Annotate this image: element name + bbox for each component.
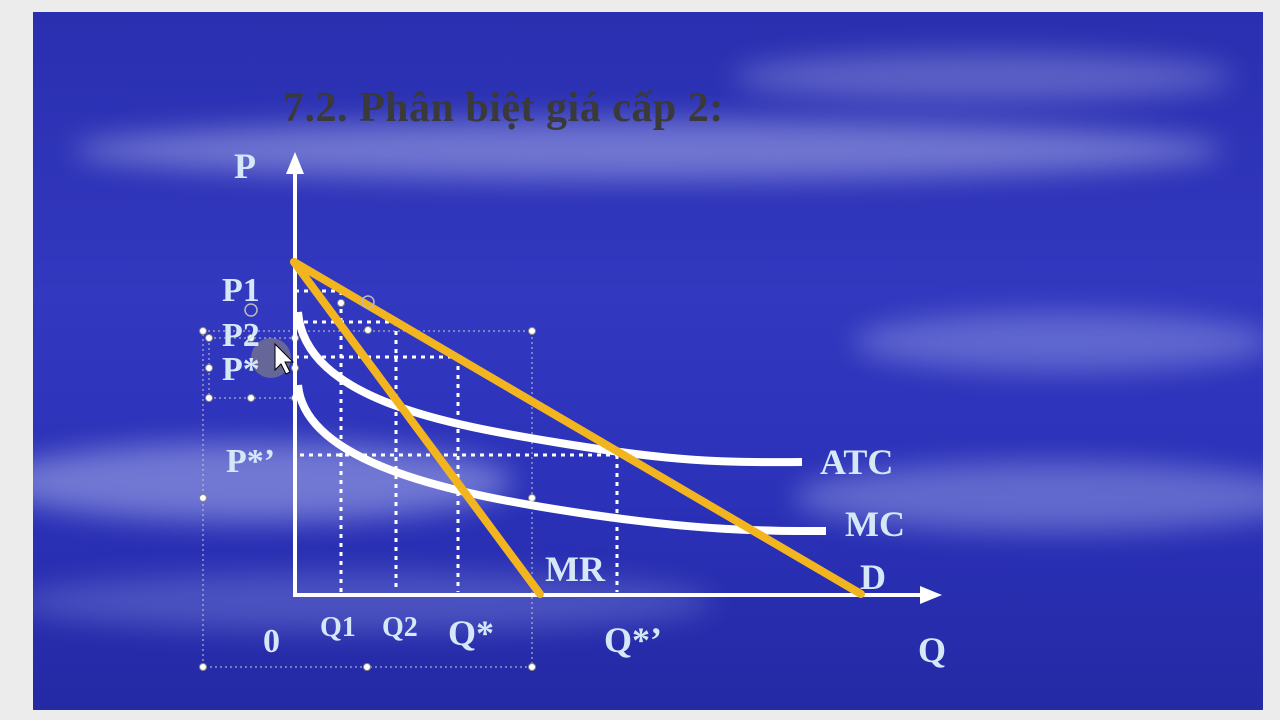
origin-label: 0	[263, 623, 280, 660]
y-axis-label: P	[234, 146, 256, 186]
cursor-and-rotation-handles[interactable]	[244, 295, 375, 378]
quantity-label-q1: Q1	[320, 612, 356, 643]
selection-handles[interactable]	[199, 299, 536, 671]
quantity-labels: Q1 Q2 Q* Q*’	[320, 612, 662, 660]
axes	[293, 170, 925, 597]
price-level-labels: P1 P2 P* P*’	[222, 272, 275, 480]
demand-curve	[290, 258, 865, 598]
mouse-pointer-icon	[274, 342, 295, 375]
demand-label: D	[860, 557, 886, 597]
quantity-label-q-star-prime: Q*’	[604, 620, 662, 660]
cloud-band	[73, 120, 1223, 180]
cloud-band	[793, 462, 1263, 532]
atc-curve	[294, 311, 803, 467]
mr-label: MR	[545, 549, 606, 589]
axis-arrowheads	[286, 152, 942, 604]
price-label-p1: P1	[222, 272, 260, 309]
axis-labels: P Q 0	[234, 146, 946, 670]
quantity-label-q-star: Q*	[448, 613, 494, 653]
mc-label: MC	[845, 504, 905, 544]
x-axis-arrowhead	[920, 586, 942, 604]
price-label-p2: P2	[222, 317, 260, 354]
mr-curve	[290, 258, 544, 598]
price-label-p-star-prime: P*’	[226, 443, 275, 480]
y-axis-arrowhead	[286, 152, 304, 174]
atc-label: ATC	[820, 442, 893, 482]
slide-title: 7.2. Phân biệt giá cấp 2:	[283, 85, 724, 131]
quantity-label-q2: Q2	[382, 612, 418, 643]
curve-labels: ATC MC MR D	[545, 442, 905, 597]
cloud-band	[853, 312, 1263, 372]
cloud-band	[33, 572, 713, 632]
x-axis-label: Q	[918, 630, 946, 670]
presentation-slide: 7.2. Phân biệt giá cấp 2:	[33, 12, 1263, 710]
price-label-p-star: P*	[222, 351, 260, 388]
cloud-band	[733, 52, 1233, 102]
